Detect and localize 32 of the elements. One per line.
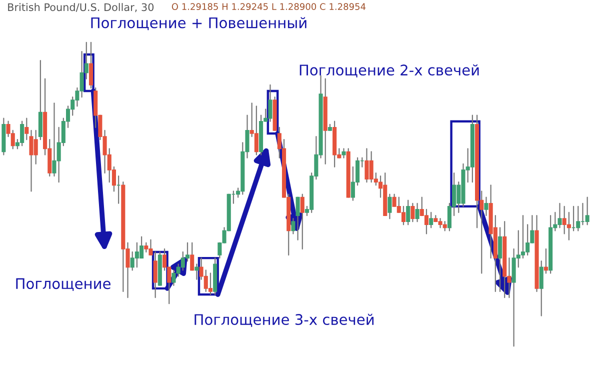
candlestick: [194, 264, 199, 280]
candlestick: [415, 202, 420, 222]
candlestick: [88, 42, 94, 89]
chart-title: British Pound/U.S. Dollar, 30: [8, 3, 154, 12]
candlestick: [406, 200, 410, 226]
chart-subtitle: O 1.29185 H 1.29245 L 1.28900 C 1.28954: [172, 3, 366, 10]
candlestick: [576, 206, 580, 232]
candlestick: [498, 227, 502, 292]
candlestick: [254, 106, 258, 156]
candlestick: [208, 272, 213, 296]
annotation: Поглощение 3-х свечей: [194, 314, 374, 327]
candlestick: [300, 194, 304, 250]
candlestick: [539, 260, 544, 316]
candlestick: [190, 242, 194, 271]
text: Поглощение + Повешенный: [91, 17, 306, 30]
candlestick: [296, 196, 300, 240]
candlestick: [401, 206, 406, 226]
candlestick: [424, 208, 429, 234]
candlestick: [585, 196, 590, 226]
candlestick: [342, 148, 346, 158]
candlestick: [153, 251, 158, 298]
candlestick: [429, 212, 434, 228]
candlestick: [484, 196, 488, 216]
candlestick: [566, 212, 571, 240]
annotation: Поглощение 2-х свечей: [300, 64, 479, 78]
candlestick: [291, 218, 296, 234]
annotation: Поглощение: [16, 278, 110, 291]
candlestick: [388, 194, 392, 220]
candlestick: [410, 202, 415, 222]
candlestick: [520, 214, 526, 259]
candlestick: [24, 118, 29, 140]
candlestick: [544, 248, 548, 274]
